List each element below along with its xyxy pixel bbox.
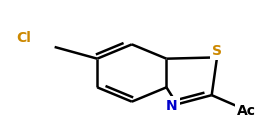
Text: S: S xyxy=(212,44,222,58)
Text: Ac: Ac xyxy=(237,104,256,118)
Text: N: N xyxy=(166,99,178,113)
Text: Cl: Cl xyxy=(17,31,31,45)
